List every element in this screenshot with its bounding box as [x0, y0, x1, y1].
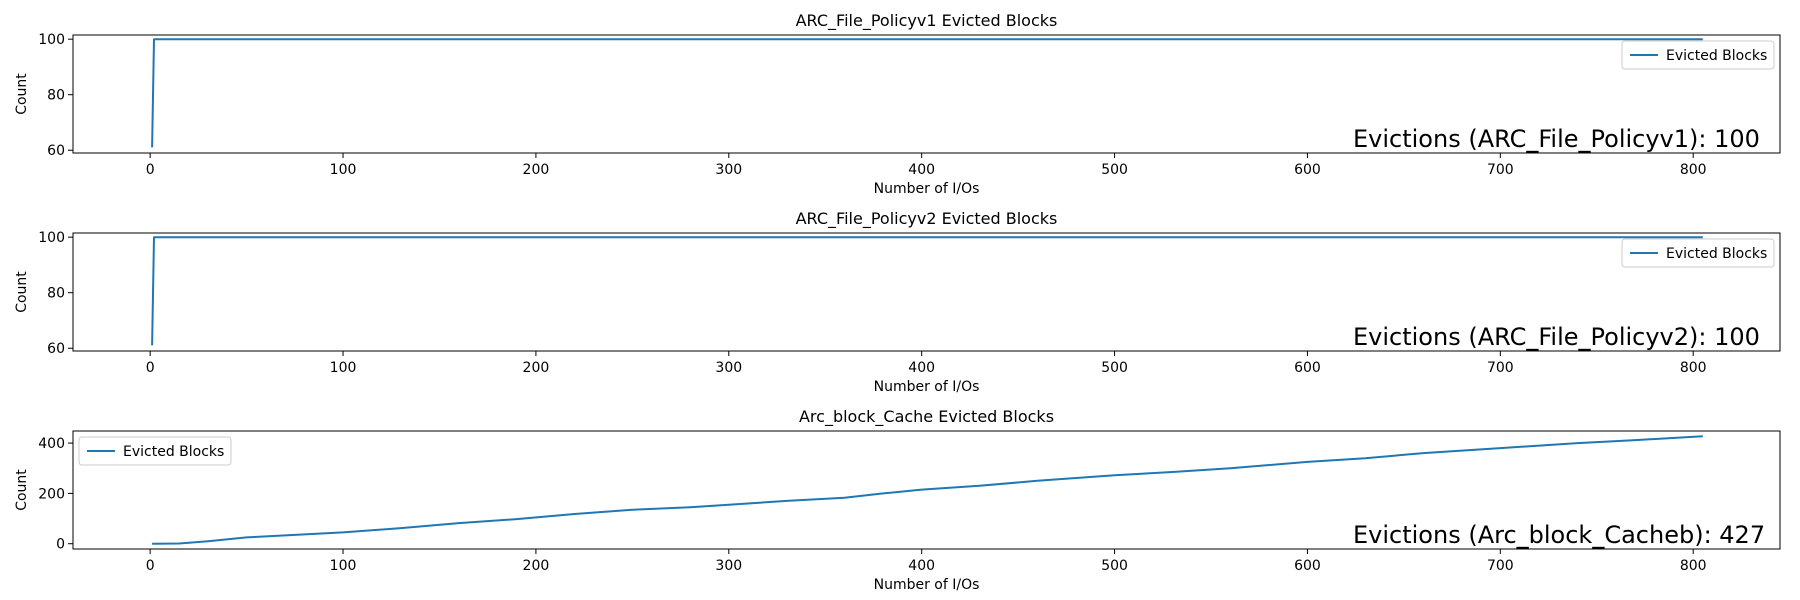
subplot-2-xtick-label: 600: [1294, 360, 1321, 376]
subplot-1-xtick-label: 200: [523, 162, 550, 178]
subplot-2-series-line: [151, 236, 1703, 346]
legend-label: Evicted Blocks: [123, 444, 224, 460]
subplot-2-xtick-label: 0: [146, 360, 155, 376]
subplot-1-ylabel: Count: [14, 73, 30, 115]
subplot-1-series-line: [151, 38, 1703, 148]
subplot-arc-file-policyv1: ARC_File_Policyv1 Evicted Blocks 0 100 200 3…: [14, 11, 1781, 197]
subplot-1-xtick-label: 800: [1680, 162, 1707, 178]
subplot-2-evictions-annotation: Evictions (ARC_File_Policyv2): 100: [1353, 323, 1760, 351]
subplot-1-ytick-label: 80: [47, 88, 65, 104]
legend-box: [1621, 40, 1775, 70]
subplot-1-axes-frame: [72, 34, 1781, 154]
subplot-3-xtick-label: 500: [1101, 558, 1128, 574]
subplot-1-xtick-label: 700: [1487, 162, 1514, 178]
subplot-1-xlabel: Number of I/Os: [874, 181, 980, 197]
subplot-3-ylabel: Count: [14, 469, 30, 511]
subplot-2-xtick-label: 400: [908, 360, 935, 376]
subplot-3-evictions-annotation: Evictions (Arc_block_Cacheb): 427: [1353, 521, 1765, 549]
subplot-1-legend: Evicted Blocks: [1621, 40, 1775, 70]
subplot-3-xtick-label: 200: [523, 558, 550, 574]
subplot-1-ytick-label: 60: [47, 143, 65, 159]
subplot-2-xtick-label: 700: [1487, 360, 1514, 376]
subplot-2-xtick-label: 300: [715, 360, 742, 376]
subplot-3-xtick-label: 600: [1294, 558, 1321, 574]
subplot-2-title: ARC_File_Policyv2 Evicted Blocks: [796, 209, 1058, 229]
subplot-3-title: Arc_block_Cache Evicted Blocks: [799, 407, 1054, 427]
subplot-3-xtick-label: 800: [1680, 558, 1707, 574]
subplot-2-xtick-label: 100: [330, 360, 357, 376]
subplot-2-xtick-label: 800: [1680, 360, 1707, 376]
subplot-2-ytick-label: 80: [47, 286, 65, 302]
subplot-3-xlabel: Number of I/Os: [874, 577, 980, 593]
subplot-2-legend: Evicted Blocks: [1621, 238, 1775, 268]
legend-box: [78, 436, 232, 466]
subplot-2-ylabel: Count: [14, 271, 30, 313]
subplot-1-title: ARC_File_Policyv1 Evicted Blocks: [796, 11, 1058, 31]
subplot-2-xtick-label: 500: [1101, 360, 1128, 376]
subplot-1-xtick-label: 600: [1294, 162, 1321, 178]
subplot-3-xtick-label: 300: [715, 558, 742, 574]
subplot-1-xtick-label: 400: [908, 162, 935, 178]
subplot-1-xtick-label: 300: [715, 162, 742, 178]
subplot-1-xtick-label: 500: [1101, 162, 1128, 178]
subplot-3-ytick-label: 400: [38, 436, 65, 452]
subplot-3-ytick-label: 0: [56, 537, 65, 553]
subplot-3-series-line: [152, 435, 1703, 545]
subplot-2-axes-frame: [72, 232, 1781, 352]
subplot-3-xtick-label: 0: [146, 558, 155, 574]
subplot-3-xtick-label: 400: [908, 558, 935, 574]
legend-box: [1621, 238, 1775, 268]
subplot-arc-file-policyv2: ARC_File_Policyv2 Evicted Blocks 0 100 200 3…: [14, 209, 1781, 395]
subplot-3-xtick-label: 700: [1487, 558, 1514, 574]
subplot-2-xlabel: Number of I/Os: [874, 379, 980, 395]
subplot-3-xtick-label: 100: [330, 558, 357, 574]
subplot-1-xtick-label: 100: [330, 162, 357, 178]
subplot-arc-block-cache: Arc_block_Cache Evicted Blocks 0 100 200 300…: [14, 407, 1781, 593]
subplot-1-xtick-label: 0: [146, 162, 155, 178]
subplot-3-axes-frame: [72, 430, 1781, 550]
legend-label: Evicted Blocks: [1666, 246, 1767, 262]
subplot-2-ytick-label: 100: [38, 230, 65, 246]
legend-label: Evicted Blocks: [1666, 48, 1767, 64]
subplot-3-legend: Evicted Blocks: [78, 436, 232, 466]
subplot-3-ytick-label: 200: [38, 486, 65, 502]
subplot-1-ytick-label: 100: [38, 32, 65, 48]
subplot-2-xtick-label: 200: [523, 360, 550, 376]
subplot-2-ytick-label: 60: [47, 341, 65, 357]
subplot-1-evictions-annotation: Evictions (ARC_File_Policyv1): 100: [1353, 125, 1760, 153]
